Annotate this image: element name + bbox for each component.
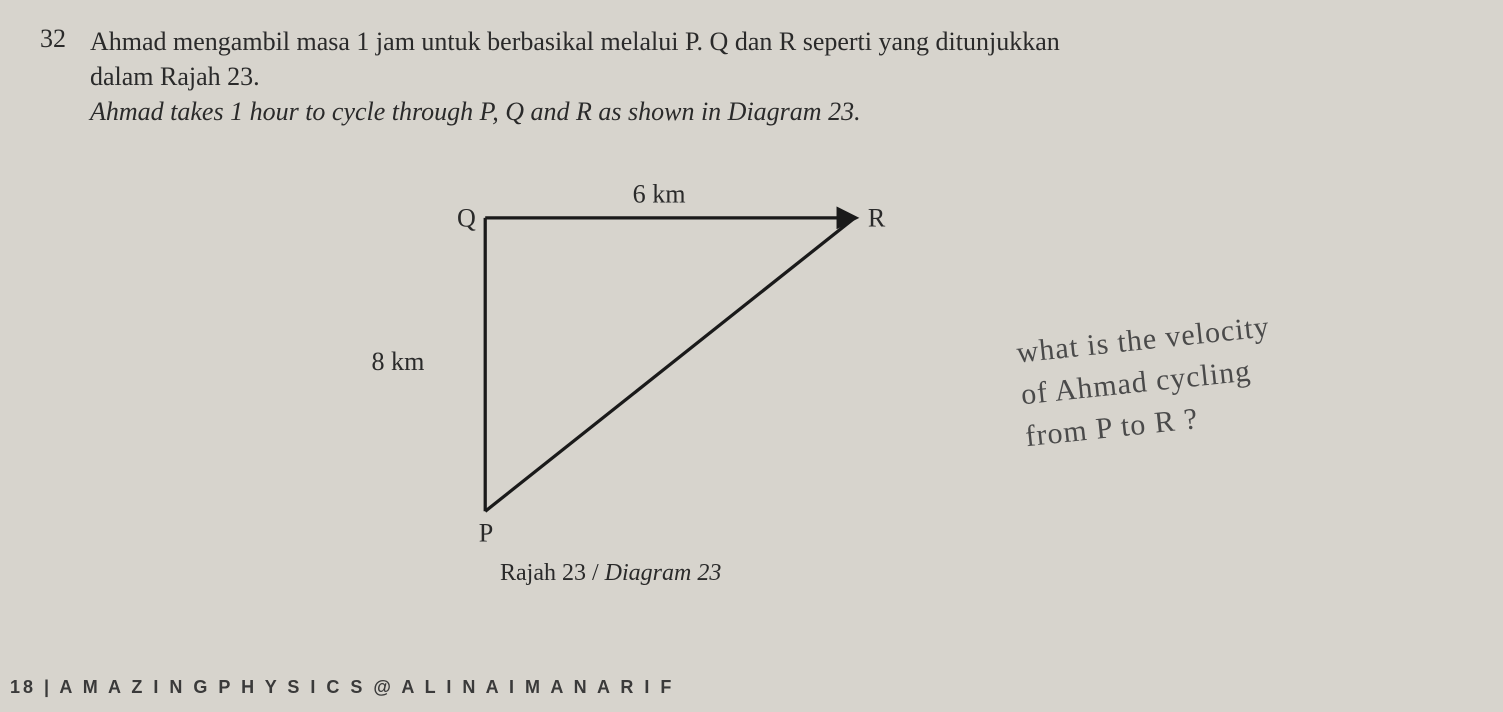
question-text: Ahmad mengambil masa 1 jam untuk berbasi…	[90, 24, 1060, 129]
diagram-caption: Rajah 23 / Diagram 23	[500, 560, 721, 587]
edge-RP	[485, 218, 855, 511]
question-english: Ahmad takes 1 hour to cycle through P, Q…	[90, 97, 861, 126]
question-number: 32	[40, 24, 90, 54]
triangle-labels-group: Q R P 6 km 8 km	[371, 180, 885, 548]
edge-length-QR: 6 km	[633, 180, 686, 209]
triangle-svg: QRP6 km8 km	[420, 180, 920, 560]
question-malay-line1: Ahmad mengambil masa 1 jam untuk berbasi…	[90, 27, 1060, 56]
question-malay-line2: dalam Rajah 23.	[90, 62, 260, 91]
triangle-path-group	[485, 218, 855, 511]
vertex-label-R: R	[868, 204, 886, 233]
page-footer: 18 | A M A Z I N G P H Y S I C S @ A L I…	[10, 677, 674, 698]
question-block: 32 Ahmad mengambil masa 1 jam untuk berb…	[40, 24, 1443, 129]
caption-english: Diagram 23	[605, 560, 722, 586]
vertex-label-Q: Q	[457, 204, 476, 233]
caption-sep: /	[586, 560, 605, 586]
caption-malay: Rajah 23	[500, 560, 586, 586]
triangle-diagram: QRP6 km8 km	[420, 180, 920, 560]
edge-length-PQ: 8 km	[371, 347, 424, 376]
vertex-label-P: P	[479, 519, 494, 548]
